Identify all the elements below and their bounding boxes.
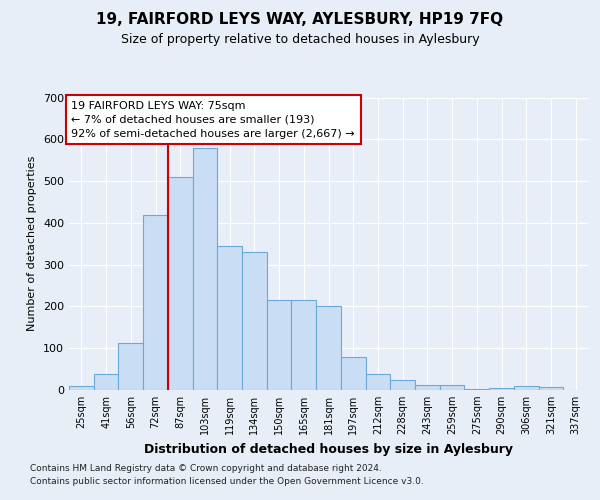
Bar [242, 252, 267, 390]
Bar [390, 380, 415, 390]
Bar [539, 386, 563, 390]
Bar [415, 384, 440, 390]
Bar [489, 388, 514, 390]
Bar [94, 374, 118, 390]
Bar [143, 216, 168, 390]
Bar [316, 306, 341, 390]
X-axis label: Distribution of detached houses by size in Aylesbury: Distribution of detached houses by size … [144, 442, 513, 456]
Text: 19, FAIRFORD LEYS WAY, AYLESBURY, HP19 7FQ: 19, FAIRFORD LEYS WAY, AYLESBURY, HP19 7… [97, 12, 503, 28]
Bar [69, 386, 94, 390]
Bar [118, 343, 143, 390]
Bar [464, 389, 489, 390]
Bar [292, 300, 316, 390]
Bar [514, 386, 539, 390]
Text: Contains public sector information licensed under the Open Government Licence v3: Contains public sector information licen… [30, 478, 424, 486]
Bar [193, 148, 217, 390]
Bar [217, 246, 242, 390]
Y-axis label: Number of detached properties: Number of detached properties [28, 156, 37, 332]
Text: Contains HM Land Registry data © Crown copyright and database right 2024.: Contains HM Land Registry data © Crown c… [30, 464, 382, 473]
Bar [168, 177, 193, 390]
Text: Size of property relative to detached houses in Aylesbury: Size of property relative to detached ho… [121, 32, 479, 46]
Text: 19 FAIRFORD LEYS WAY: 75sqm
← 7% of detached houses are smaller (193)
92% of sem: 19 FAIRFORD LEYS WAY: 75sqm ← 7% of deta… [71, 101, 355, 139]
Bar [440, 384, 464, 390]
Bar [365, 374, 390, 390]
Bar [267, 300, 292, 390]
Bar [341, 356, 365, 390]
